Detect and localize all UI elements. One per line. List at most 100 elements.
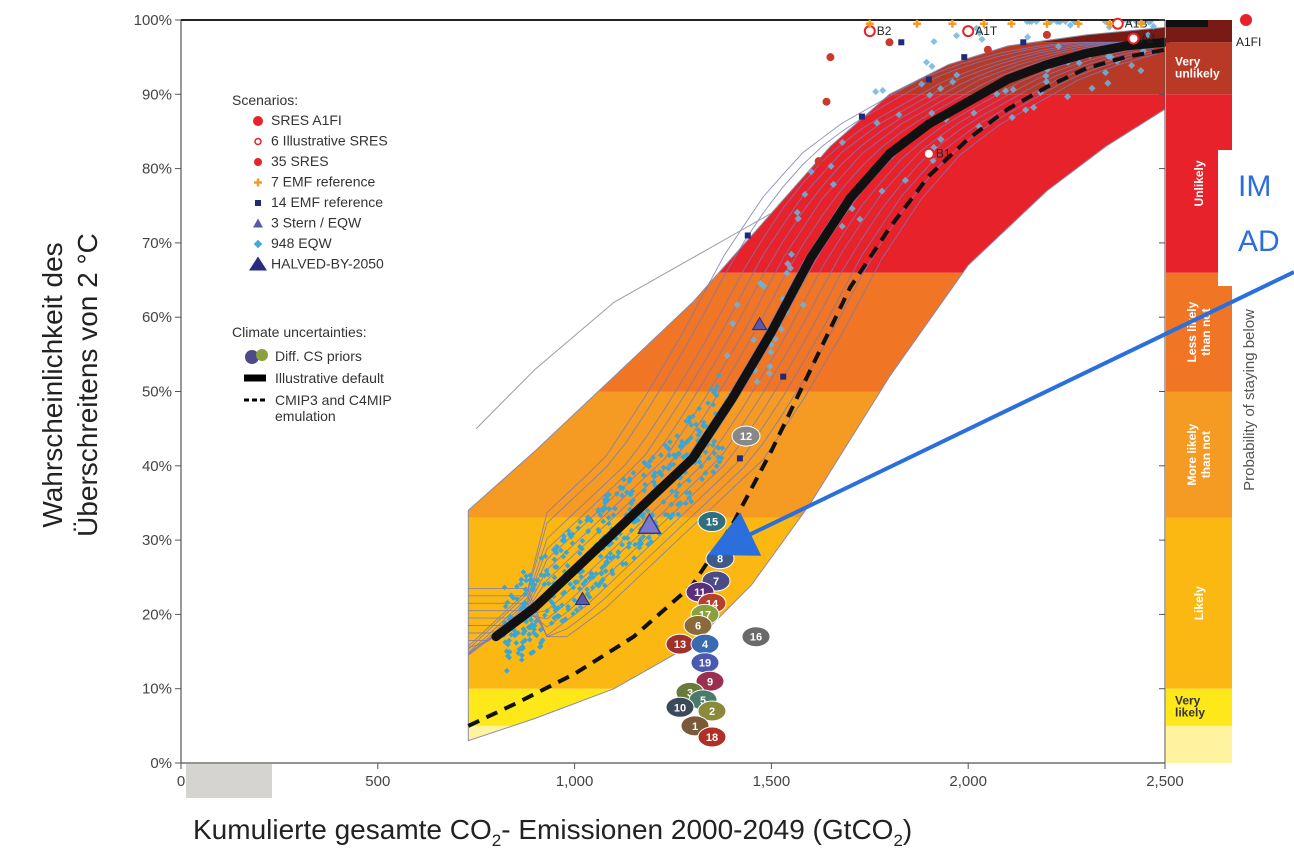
eqw-point bbox=[901, 176, 909, 184]
eqw-point bbox=[534, 577, 541, 584]
eqw-point bbox=[597, 553, 604, 560]
illustrative-sres-label: B2 bbox=[877, 24, 892, 38]
eqw-point bbox=[719, 445, 726, 451]
eqw-point bbox=[711, 450, 718, 457]
eqw-point bbox=[619, 541, 625, 548]
eqw-point bbox=[665, 445, 672, 452]
prior-badge-label: 16 bbox=[750, 632, 762, 644]
eqw-point bbox=[564, 562, 571, 569]
eqw-point bbox=[523, 577, 529, 584]
eqw-point bbox=[650, 454, 656, 461]
eqw-point bbox=[647, 458, 653, 465]
eqw-point bbox=[537, 643, 544, 650]
eqw-point bbox=[714, 383, 720, 390]
eqw-point bbox=[873, 119, 881, 127]
side-band-label-2-0: Likely bbox=[1192, 586, 1206, 620]
legend-item-label: CMIP3 and C4MIP bbox=[275, 392, 392, 408]
prior-badge-label: 10 bbox=[674, 702, 686, 714]
eqw-point bbox=[949, 78, 957, 86]
eqw-point bbox=[993, 90, 1001, 98]
prior-curve-5 bbox=[468, 41, 1158, 649]
eqw-point bbox=[630, 470, 637, 476]
eqw-point bbox=[729, 320, 737, 328]
eqw-point bbox=[614, 554, 621, 560]
eqw-point bbox=[827, 162, 835, 170]
eqw-point bbox=[563, 549, 570, 556]
side-band-label-3-1: than not bbox=[1199, 431, 1213, 478]
side-band-6 bbox=[1166, 42, 1232, 95]
eqw-point bbox=[677, 500, 683, 506]
eqw-point bbox=[607, 550, 614, 557]
y-tick-label: 80% bbox=[142, 161, 172, 178]
legend-heading-2: Climate uncertainties: bbox=[232, 324, 367, 340]
eqw-point bbox=[584, 591, 591, 597]
eqw-point bbox=[522, 586, 529, 593]
prior-badge-label: 5 bbox=[700, 695, 706, 707]
stern-eqw-marker bbox=[574, 591, 591, 606]
prior-badge-label: 11 bbox=[694, 587, 706, 599]
eqw-point bbox=[518, 576, 525, 583]
eqw-point bbox=[628, 500, 635, 507]
eqw-point bbox=[771, 335, 780, 343]
eqw-point bbox=[799, 301, 807, 309]
eqw-point bbox=[577, 604, 584, 611]
legend-heading: Scenarios: bbox=[232, 92, 298, 108]
eqw-point bbox=[586, 575, 593, 582]
eqw-point bbox=[567, 581, 574, 587]
legend-marker-sres bbox=[254, 158, 262, 166]
prior-curve-12 bbox=[475, 212, 772, 429]
eqw-point bbox=[537, 626, 544, 633]
eqw-point bbox=[617, 484, 623, 491]
eqw-point bbox=[589, 584, 596, 591]
prior-badge-label: 13 bbox=[674, 639, 686, 651]
eqw-point bbox=[669, 488, 675, 494]
eqw-point bbox=[705, 400, 711, 406]
eqw-point bbox=[602, 500, 608, 506]
eqw-point bbox=[588, 517, 594, 524]
eqw-point bbox=[707, 386, 714, 393]
emf14-marker bbox=[744, 232, 751, 239]
prior-badge-label: 4 bbox=[702, 639, 709, 651]
eqw-point bbox=[558, 547, 564, 554]
eqw-point bbox=[610, 512, 617, 518]
eqw-point bbox=[716, 459, 723, 465]
eqw-point bbox=[641, 487, 647, 494]
prior-curve-4 bbox=[468, 41, 1158, 656]
legend-marker-halved bbox=[249, 256, 267, 271]
eqw-point bbox=[838, 222, 846, 230]
eqw-point bbox=[619, 492, 625, 499]
legend-item-label: 948 EQW bbox=[271, 235, 332, 251]
eqw-point bbox=[674, 490, 680, 496]
emf-reference-marker bbox=[979, 19, 988, 28]
prior-curve-13 bbox=[467, 41, 1158, 647]
eqw-point bbox=[637, 536, 644, 543]
eqw-point bbox=[530, 577, 537, 584]
eqw-point bbox=[658, 452, 664, 458]
eqw-point bbox=[669, 511, 676, 518]
callout-box bbox=[1218, 150, 1294, 286]
prior-badge-label: 15 bbox=[706, 517, 718, 529]
eqw-point bbox=[578, 574, 585, 580]
eqw-point bbox=[978, 35, 986, 43]
eqw-point bbox=[602, 568, 609, 574]
sres-a1fi-marker bbox=[1238, 12, 1254, 28]
eqw-point bbox=[696, 405, 703, 412]
emf14-marker bbox=[858, 113, 865, 120]
eqw-point bbox=[531, 582, 538, 588]
illustrative-sres-marker bbox=[962, 25, 975, 38]
legend-marker-emf7 bbox=[254, 178, 262, 187]
eqw-point bbox=[829, 180, 837, 188]
eqw-point bbox=[501, 584, 508, 591]
eqw-point bbox=[660, 464, 667, 471]
eqw-point bbox=[937, 135, 945, 143]
envelope-band-2 bbox=[468, 517, 1165, 689]
prior-badge-label: 8 bbox=[717, 554, 723, 566]
eqw-point bbox=[675, 511, 682, 518]
eqw-point bbox=[666, 452, 673, 459]
eqw-point bbox=[595, 507, 602, 513]
illustrative-sres-marker bbox=[1127, 32, 1140, 45]
illustrative-sres-label: A1T bbox=[975, 24, 998, 38]
prior-badge bbox=[731, 425, 761, 447]
